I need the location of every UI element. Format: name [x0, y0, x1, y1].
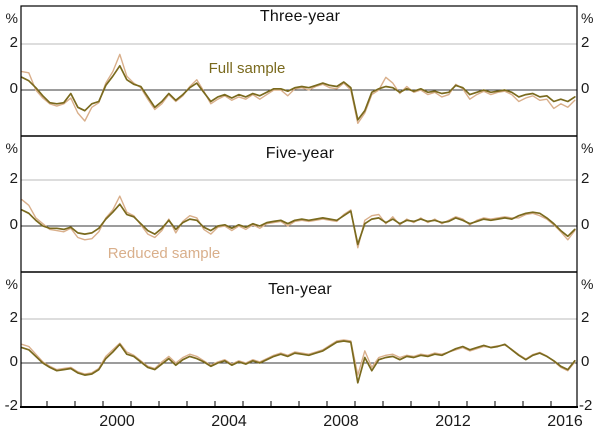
- y-axis-percent-right: %: [581, 140, 594, 156]
- x-axis-label-2016: 2016: [547, 413, 583, 430]
- y-axis-tick-minus2-left: -2: [4, 397, 18, 414]
- y-axis-percent-left: %: [5, 140, 18, 156]
- y-axis-percent-right: %: [581, 10, 594, 26]
- y-axis-percent-left: %: [5, 276, 18, 292]
- y-axis-tick-0-right: 0: [581, 216, 590, 233]
- y-axis-tick-2-left: 2: [9, 34, 18, 51]
- series-line-reduced-sample: [21, 195, 576, 249]
- series-line-reduced-sample: [21, 53, 576, 124]
- y-axis-percent-right: %: [581, 276, 594, 292]
- x-axis-label-2008: 2008: [323, 413, 359, 430]
- y-axis-tick-2-right: 2: [581, 170, 590, 187]
- y-axis-tick-0-left: 0: [9, 216, 18, 233]
- panel-title-three-year: Three-year: [259, 8, 341, 25]
- x-axis-label-2004: 2004: [211, 413, 247, 430]
- legend-full-sample: Full sample: [208, 60, 286, 77]
- y-axis-tick-0-right: 0: [581, 353, 590, 370]
- series-line-reduced-sample: [21, 339, 576, 376]
- y-axis-tick-2-left: 2: [9, 170, 18, 187]
- y-axis-tick-0-left: 0: [9, 80, 18, 97]
- y-axis-tick-2-right: 2: [581, 34, 590, 51]
- x-axis-label-2000: 2000: [99, 413, 135, 430]
- y-axis-tick-2-left: 2: [9, 309, 18, 326]
- y-axis-tick-minus2-right: -2: [579, 397, 593, 414]
- y-axis-tick-0-left: 0: [9, 353, 18, 370]
- legend-reduced-sample: Reduced sample: [107, 245, 221, 262]
- y-axis-tick-0-right: 0: [581, 80, 590, 97]
- panel-title-ten-year: Ten-year: [268, 281, 332, 298]
- y-axis-tick-2-right: 2: [581, 309, 590, 326]
- panel-title-five-year: Five-year: [265, 145, 335, 162]
- series-line-full-sample: [20, 203, 576, 246]
- x-axis-label-2012: 2012: [435, 413, 471, 430]
- y-axis-percent-left: %: [5, 10, 18, 26]
- series-line-full-sample: [20, 340, 576, 384]
- series-line-full-sample: [20, 64, 576, 121]
